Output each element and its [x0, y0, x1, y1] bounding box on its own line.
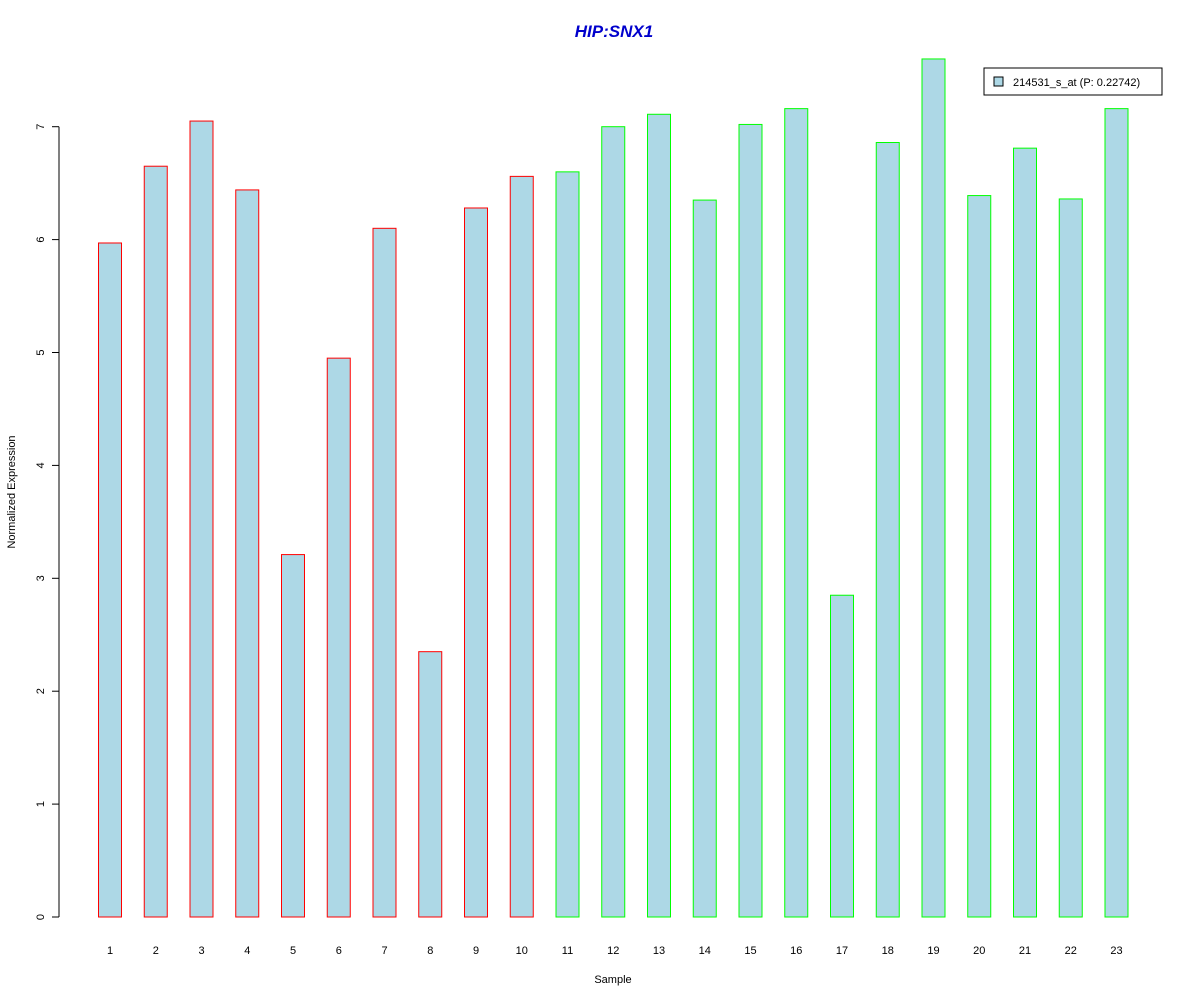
x-tick-label: 11 — [562, 945, 573, 957]
bar-sample-4 — [235, 189, 260, 918]
x-tick-label: 12 — [607, 945, 619, 957]
bar-sample-2 — [143, 165, 168, 918]
x-tick-label: 17 — [836, 945, 848, 957]
bar-sample-22 — [1058, 198, 1083, 918]
legend-entry-label: 214531_s_at (P: 0.22742) — [1013, 77, 1140, 89]
y-tick-label: 1 — [35, 801, 47, 807]
x-tick-label: 13 — [653, 945, 665, 957]
bar-sample-16 — [784, 108, 809, 918]
x-tick-label: 15 — [744, 945, 756, 957]
legend-swatch — [993, 76, 1004, 87]
bar-sample-6 — [326, 357, 351, 918]
x-tick-label: 2 — [153, 945, 159, 957]
bar-sample-23 — [1104, 108, 1129, 918]
bar-sample-20 — [967, 195, 992, 918]
x-tick-label: 10 — [516, 945, 528, 957]
x-tick-label: 8 — [427, 945, 433, 957]
y-axis: 0 1 2 3 4 5 6 7 — [35, 124, 60, 920]
x-tick-label: 3 — [198, 945, 204, 957]
x-tick-label: 18 — [882, 945, 894, 957]
bar-sample-10 — [509, 175, 534, 918]
bar-sample-3 — [189, 120, 214, 918]
bar-sample-19 — [921, 58, 946, 918]
x-tick-label: 9 — [473, 945, 479, 957]
x-tick-label: 1 — [107, 945, 113, 957]
legend: 214531_s_at (P: 0.22742) — [983, 67, 1163, 96]
bar-sample-18 — [875, 142, 900, 918]
bar-sample-8 — [418, 651, 443, 918]
bar-sample-5 — [281, 554, 305, 918]
bar-sample-9 — [464, 207, 488, 918]
bar-sample-17 — [830, 594, 854, 918]
x-tick-label: 21 — [1019, 945, 1031, 957]
bar-sample-11 — [555, 171, 580, 918]
x-tick-label: 20 — [973, 945, 985, 957]
x-tick-label: 5 — [290, 945, 296, 957]
y-axis-label: Normalized Expression — [6, 435, 18, 548]
y-tick-label: 5 — [35, 349, 47, 355]
bars — [98, 58, 1129, 918]
bar-sample-7 — [372, 227, 397, 918]
x-tick-label: 22 — [1065, 945, 1077, 957]
bar-sample-21 — [1013, 147, 1037, 918]
bar-sample-12 — [601, 126, 626, 918]
x-tick-labels: 1 2 3 4 5 6 7 8 9 10 11 12 13 14 15 16 17 18 19 20 21 22 23 — [107, 945, 1123, 957]
y-tick-label: 2 — [35, 688, 47, 694]
x-tick-label: 6 — [336, 945, 342, 957]
x-axis-label: Sample — [594, 974, 631, 986]
y-tick-label: 3 — [35, 575, 47, 581]
bar-sample-1 — [98, 242, 122, 918]
y-tick-label: 4 — [35, 462, 47, 468]
chart-title: HIP:SNX1 — [575, 22, 653, 41]
x-tick-label: 16 — [790, 945, 802, 957]
x-tick-label: 4 — [244, 945, 250, 957]
x-tick-label: 7 — [381, 945, 387, 957]
x-tick-label: 19 — [927, 945, 939, 957]
bar-sample-15 — [738, 123, 763, 918]
x-tick-label: 14 — [699, 945, 711, 957]
bar-sample-13 — [647, 113, 671, 918]
legend-box — [983, 67, 1163, 96]
bar-sample-14 — [692, 199, 717, 918]
x-tick-label: 23 — [1110, 945, 1122, 957]
y-tick-label: 6 — [35, 237, 47, 243]
y-tick-label: 0 — [35, 914, 47, 920]
y-tick-label: 7 — [35, 124, 47, 130]
